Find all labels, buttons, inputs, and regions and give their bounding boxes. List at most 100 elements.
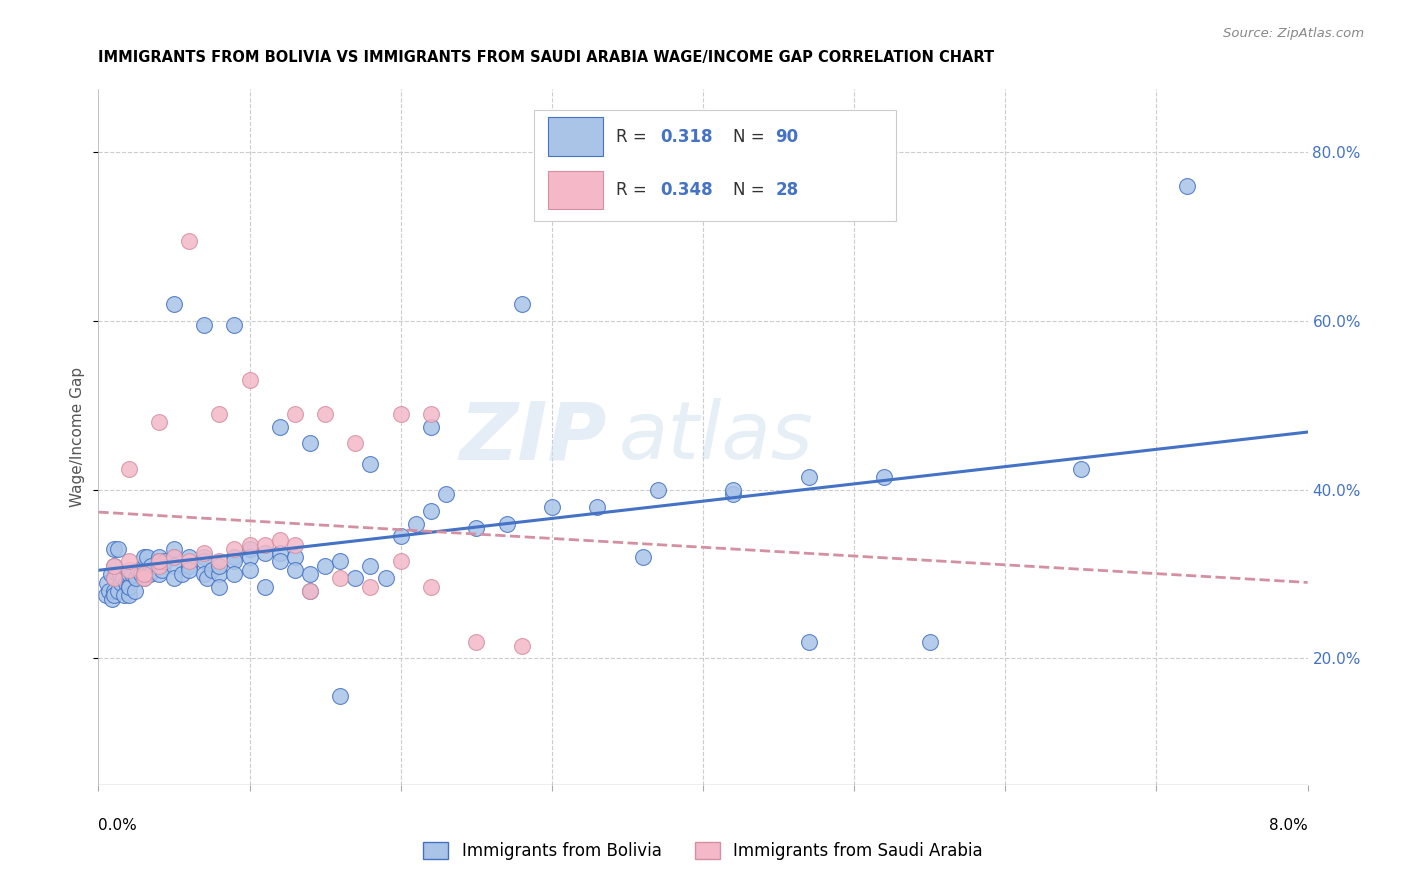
Point xyxy=(179,563,201,577)
Point xyxy=(692,803,714,817)
Point xyxy=(360,580,382,594)
Point xyxy=(170,567,193,582)
Point xyxy=(201,563,224,577)
Point xyxy=(142,563,165,577)
Point xyxy=(224,567,246,582)
Point xyxy=(125,571,148,585)
Point xyxy=(193,318,215,333)
Text: 28: 28 xyxy=(776,181,799,199)
Point xyxy=(94,588,117,602)
Point xyxy=(329,571,352,585)
Point xyxy=(723,487,745,501)
Point xyxy=(1070,461,1092,475)
Point xyxy=(314,558,336,573)
Point xyxy=(163,297,186,311)
Text: R =: R = xyxy=(616,128,652,145)
Point xyxy=(208,558,231,573)
Point xyxy=(163,571,186,585)
Point xyxy=(389,554,412,568)
Point xyxy=(253,538,276,552)
Point xyxy=(110,575,132,590)
Point xyxy=(112,588,135,602)
Point xyxy=(163,541,186,556)
Point xyxy=(269,419,291,434)
Point xyxy=(208,567,231,582)
Point xyxy=(284,538,307,552)
Point xyxy=(284,407,307,421)
Point xyxy=(148,415,170,429)
Point xyxy=(299,584,322,599)
Point xyxy=(195,571,218,585)
Point xyxy=(124,584,146,599)
Point xyxy=(118,567,141,582)
Point xyxy=(179,558,201,573)
Point xyxy=(179,234,201,248)
Point xyxy=(148,567,170,582)
Text: 0.318: 0.318 xyxy=(661,128,713,145)
Point xyxy=(239,550,262,565)
Point xyxy=(723,483,745,497)
Point xyxy=(208,554,231,568)
Point xyxy=(148,550,170,565)
Point xyxy=(389,407,412,421)
Point xyxy=(107,541,129,556)
Point xyxy=(98,584,121,599)
Point xyxy=(121,567,143,582)
Point xyxy=(360,558,382,573)
Text: 0.348: 0.348 xyxy=(661,181,713,199)
Point xyxy=(132,567,155,582)
Text: IMMIGRANTS FROM BOLIVIA VS IMMIGRANTS FROM SAUDI ARABIA WAGE/INCOME GAP CORRELAT: IMMIGRANTS FROM BOLIVIA VS IMMIGRANTS FR… xyxy=(98,51,994,65)
Point xyxy=(118,588,141,602)
Point xyxy=(299,567,322,582)
Point xyxy=(96,575,118,590)
Point xyxy=(103,571,125,585)
FancyBboxPatch shape xyxy=(548,118,603,155)
Point xyxy=(107,584,129,599)
Point xyxy=(100,567,122,582)
Point xyxy=(153,554,176,568)
Point xyxy=(239,541,262,556)
Point xyxy=(135,550,157,565)
FancyBboxPatch shape xyxy=(534,110,897,221)
Point xyxy=(141,558,163,573)
Point xyxy=(103,541,125,556)
Point xyxy=(118,580,141,594)
Point xyxy=(193,546,215,560)
Point xyxy=(299,584,322,599)
Point xyxy=(150,563,173,577)
Point xyxy=(269,546,291,560)
Point xyxy=(103,584,125,599)
Point xyxy=(269,554,291,568)
Point xyxy=(103,571,125,585)
Point xyxy=(314,407,336,421)
Point xyxy=(360,458,382,472)
Legend: Immigrants from Bolivia, Immigrants from Saudi Arabia: Immigrants from Bolivia, Immigrants from… xyxy=(416,836,990,867)
Point xyxy=(239,563,262,577)
Point xyxy=(127,563,149,577)
Point xyxy=(118,563,141,577)
Point xyxy=(510,639,533,653)
Point xyxy=(239,373,262,387)
Point xyxy=(103,558,125,573)
Point xyxy=(329,690,352,704)
Point xyxy=(179,550,201,565)
Point xyxy=(208,580,231,594)
Point xyxy=(118,571,141,585)
Point xyxy=(111,571,134,585)
Point xyxy=(101,592,124,607)
Point xyxy=(132,571,155,585)
Point xyxy=(163,550,186,565)
Point xyxy=(586,500,609,514)
Point xyxy=(193,567,215,582)
Point xyxy=(224,541,246,556)
Point xyxy=(465,521,488,535)
Text: 0.0%: 0.0% xyxy=(98,818,138,832)
Point xyxy=(389,529,412,543)
Point xyxy=(420,504,443,518)
Point xyxy=(139,567,162,582)
Text: R =: R = xyxy=(616,181,652,199)
Point xyxy=(420,407,443,421)
Point xyxy=(148,554,170,568)
Point xyxy=(136,567,159,582)
Text: N =: N = xyxy=(734,128,770,145)
